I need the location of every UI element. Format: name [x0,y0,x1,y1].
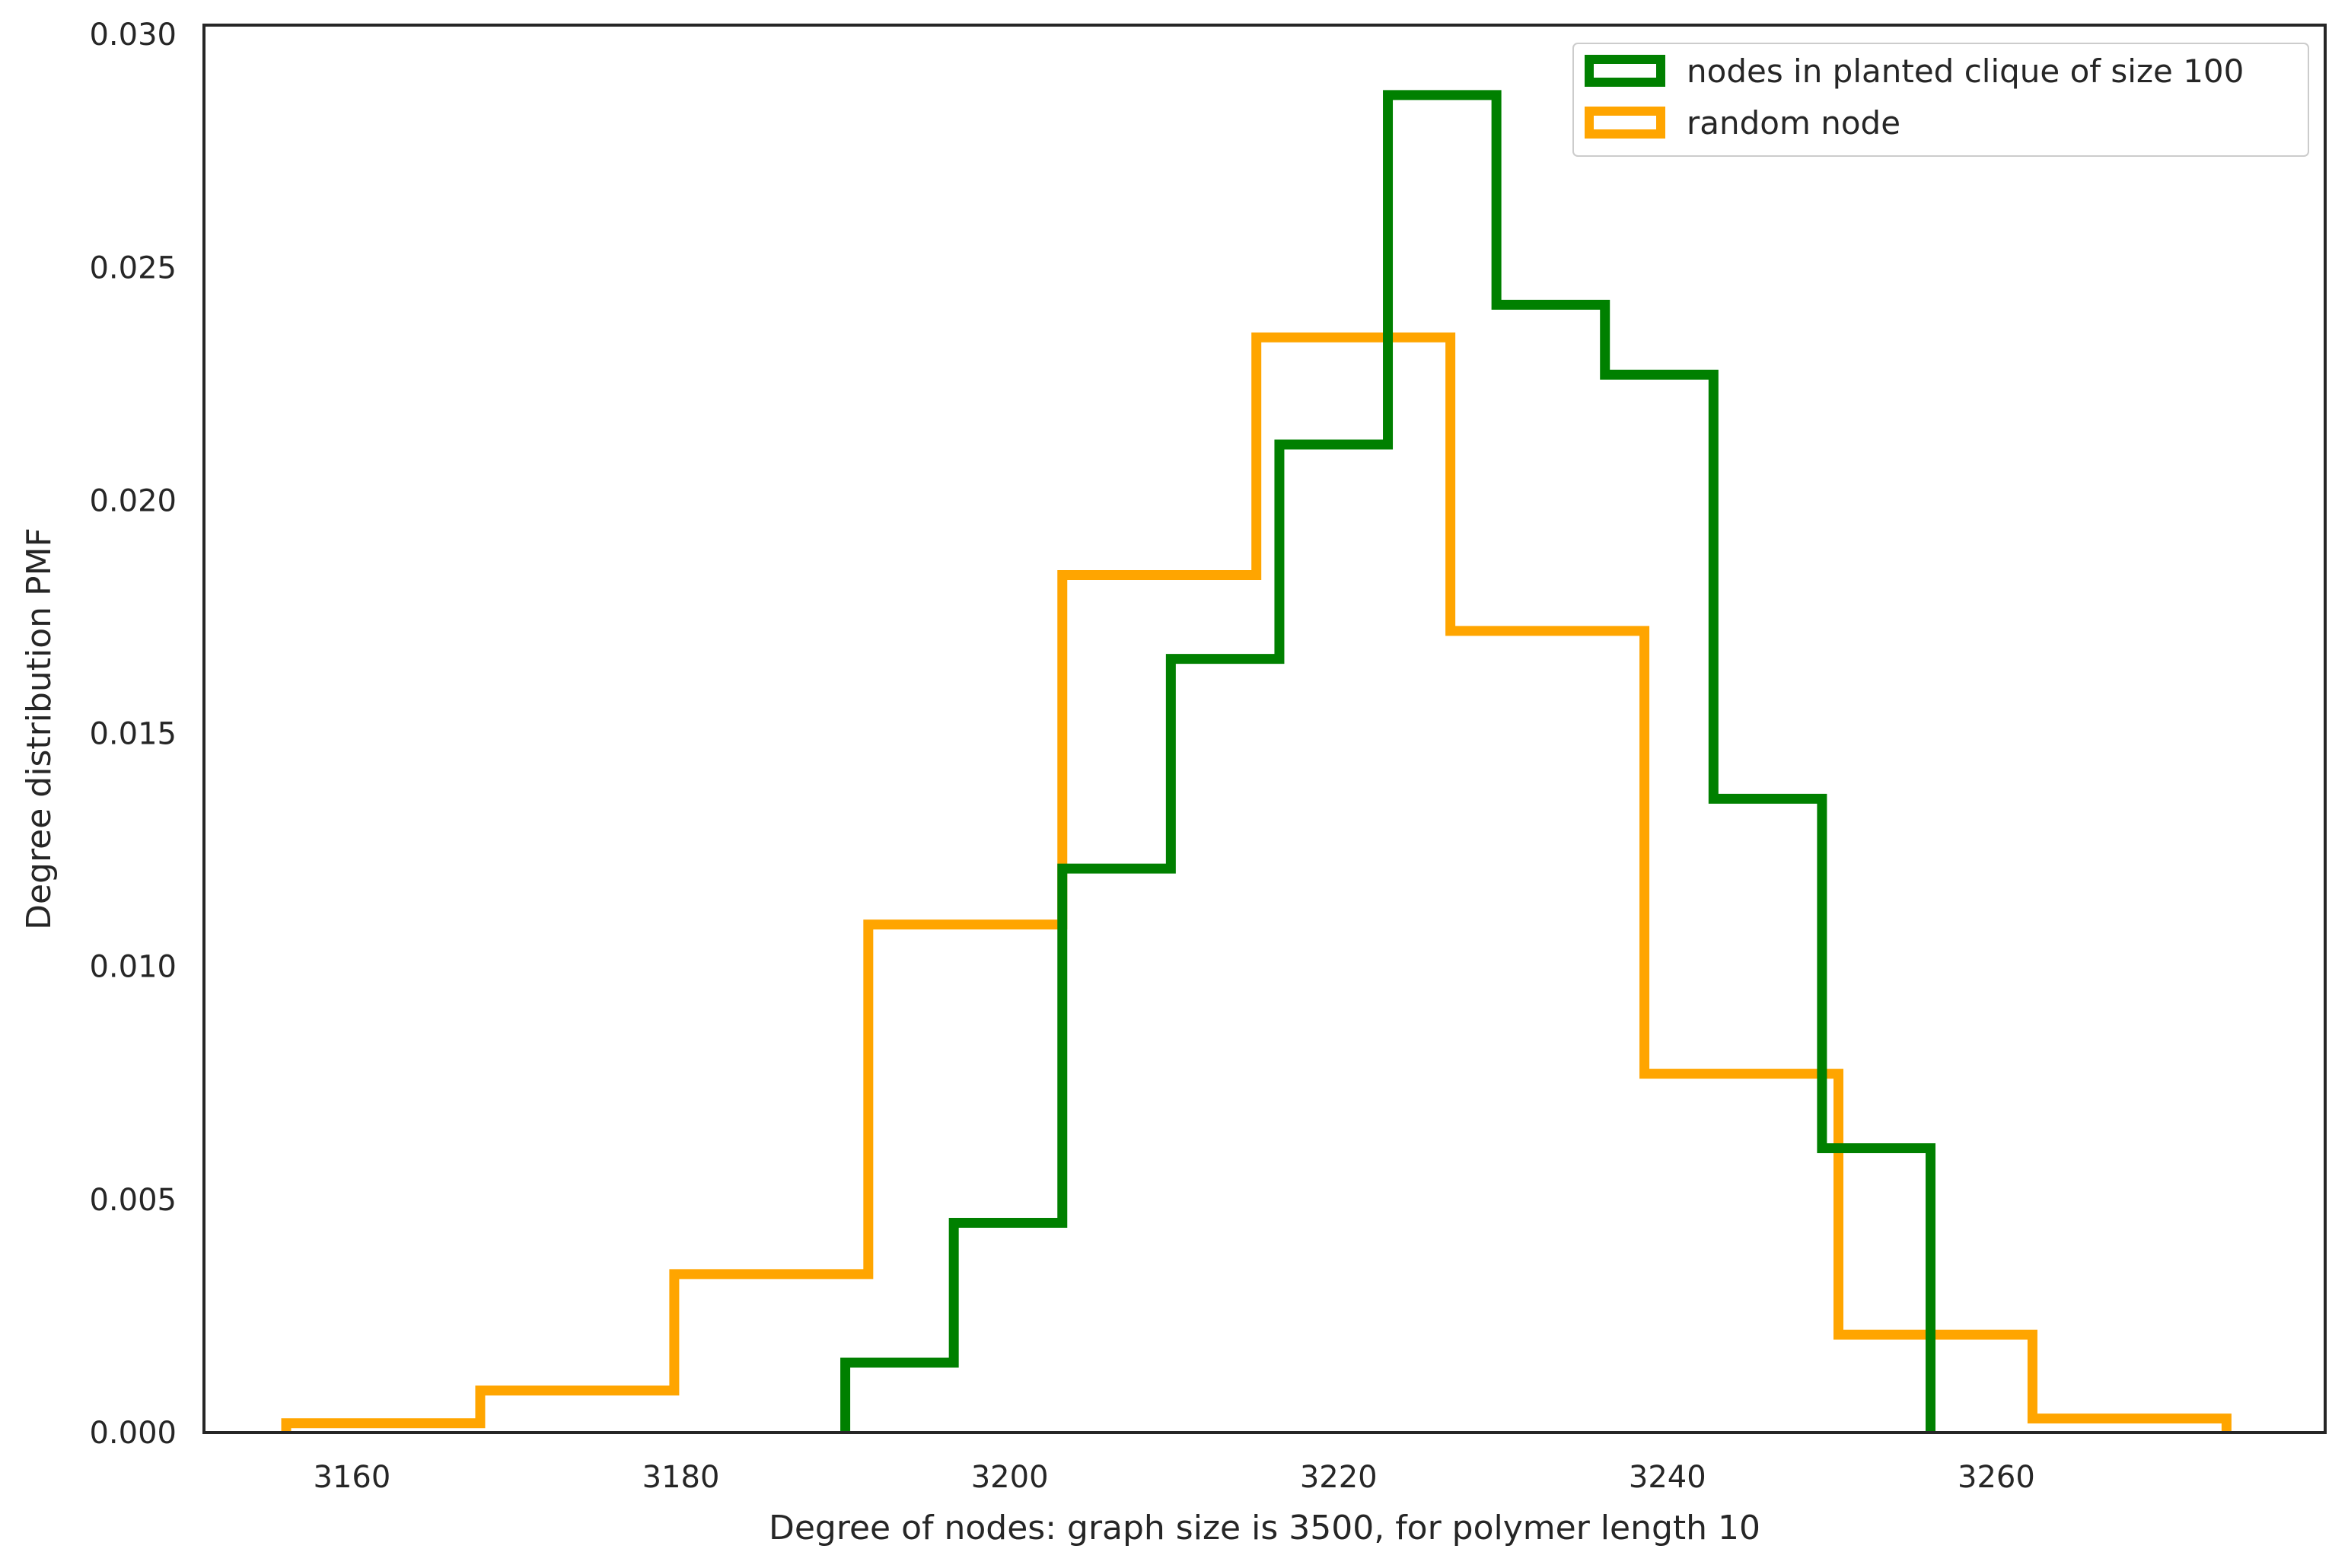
x-tick-label: 3240 [1629,1460,1706,1495]
legend-swatch-clique [1585,55,1665,87]
x-tick-label: 3200 [971,1460,1049,1495]
legend-box [1572,43,2309,157]
histogram-step-line [840,90,1935,1433]
x-axis-label: Degree of nodes: graph size is 3500, for… [769,1509,1760,1547]
y-tick-label: 0.020 [89,483,177,518]
y-tick-label: 0.005 [89,1183,177,1218]
y-axis-ticks: 0.000 0.005 0.010 0.015 0.020 0.025 0.030 [89,18,177,1451]
series-layer [281,90,2232,1433]
x-tick-label: 3180 [642,1460,720,1495]
x-tick-label: 3260 [1958,1460,2035,1495]
legend: nodes in planted clique of size 100 rand… [1572,43,2309,157]
legend-entry-clique: nodes in planted clique of size 100 [1687,53,2244,90]
y-axis-label: Degree distribution PMF [20,527,59,930]
legend-swatch-random [1585,107,1665,139]
plot-frame [202,24,2327,1434]
legend-entry-random: random node [1687,104,1900,142]
x-axis-ticks: 3160 3180 3200 3220 3240 3260 [314,1460,2035,1495]
series-clique-nodes [840,90,1935,1433]
y-tick-label: 0.010 [89,950,177,985]
y-tick-label: 0.015 [89,717,177,752]
x-tick-label: 3220 [1300,1460,1378,1495]
y-tick-label: 0.000 [89,1416,177,1451]
y-tick-label: 0.030 [89,18,177,53]
x-tick-label: 3160 [314,1460,391,1495]
y-tick-label: 0.025 [89,250,177,285]
